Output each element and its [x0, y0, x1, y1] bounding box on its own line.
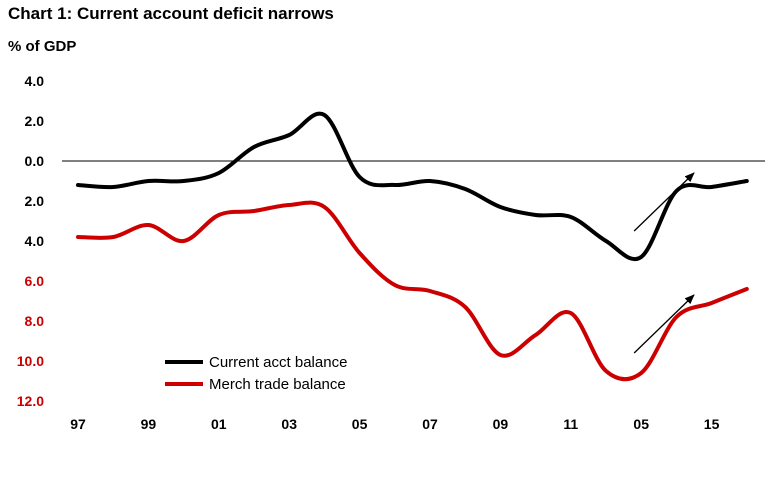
legend-label: Current acct balance	[209, 354, 347, 371]
x-tick-label: 05	[633, 416, 649, 432]
y-tick-label: 2.0	[25, 193, 45, 209]
legend-label: Merch trade balance	[209, 376, 346, 393]
y-tick-label: 0.0	[25, 153, 45, 169]
y-tick-label: 10.0	[17, 353, 44, 369]
series-line-current-acct	[76, 111, 749, 261]
x-tick-label: 01	[211, 416, 227, 432]
annotation-arrow	[633, 294, 695, 354]
x-tick-label: 99	[141, 416, 157, 432]
x-tick-label: 09	[493, 416, 509, 432]
y-tick-label: 2.0	[25, 113, 45, 129]
chart-title: Chart 1: Current account deficit narrows	[8, 4, 334, 23]
annotation-arrow	[633, 172, 695, 232]
x-tick-label: 11	[563, 416, 578, 432]
series-line-merch-trade	[76, 200, 749, 382]
x-tick-label: 03	[281, 416, 297, 432]
x-tick-label: 07	[422, 416, 438, 432]
y-tick-label: 6.0	[25, 273, 45, 289]
y-tick-label: 4.0	[25, 73, 45, 89]
y-tick-label: 12.0	[17, 393, 44, 409]
y-tick-label: 4.0	[25, 233, 45, 249]
x-tick-label: 05	[352, 416, 368, 432]
x-tick-label: 15	[704, 416, 720, 432]
x-tick-label: 97	[70, 416, 86, 432]
y-tick-label: 8.0	[25, 313, 45, 329]
chart-subtitle: % of GDP	[8, 38, 77, 55]
